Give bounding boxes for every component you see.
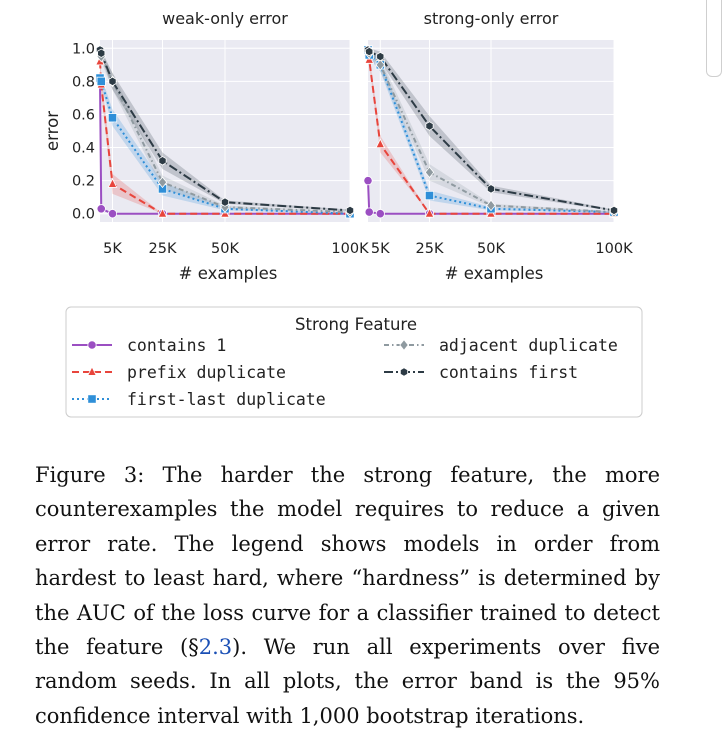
- legend-label: adjacent duplicate: [439, 336, 618, 355]
- x-tick-label: 100K: [331, 241, 369, 257]
- legend-label: contains 1: [127, 336, 226, 355]
- data-point-prefix-duplicate: [107, 178, 118, 188]
- weak-only-error-plot: weak-only error 5K 25K 50K 100K # examples 0.0…: [43, 9, 369, 283]
- caption-label: Figure 3:: [35, 463, 145, 487]
- data-point-adjacent-duplicate: [220, 201, 230, 213]
- data-point-adjacent-duplicate: [424, 166, 435, 179]
- data-point-prefix-duplicate: [157, 207, 168, 218]
- data-point-adjacent-duplicate: [157, 176, 168, 189]
- series-line-first-last-duplicate: [99, 77, 351, 215]
- legend-label: first-last duplicate: [127, 390, 326, 409]
- legend-frame: [65, 306, 643, 418]
- data-point-prefix-duplicate: [375, 138, 386, 149]
- x-tick-label: 50K: [477, 241, 505, 257]
- data-point-adjacent-duplicate: [486, 199, 496, 212]
- y-tick-label: 0.2: [72, 174, 95, 190]
- caption-text-start: The harder the strong feature, the more …: [35, 463, 660, 660]
- data-point-contains-first: [158, 156, 167, 166]
- data-point-first-last-duplicate: [107, 113, 118, 123]
- legend-label: prefix duplicate: [127, 363, 286, 382]
- section-reference-link[interactable]: 2.3: [198, 635, 233, 660]
- data-point-contains-1: [96, 204, 106, 214]
- strong-only-error-plot: strong-only error 5K 25K 50K 100K # examples: [363, 9, 633, 283]
- x-tick-label: 5K: [371, 241, 390, 257]
- data-point-contains-first: [425, 121, 434, 131]
- data-point-contains-first: [108, 76, 117, 87]
- legend-label: contains first: [439, 363, 578, 382]
- x-tick-label: 100K: [595, 241, 633, 257]
- legend-item-contains-1: contains 1: [72, 336, 226, 355]
- legend-marker: [399, 339, 409, 351]
- legend-item-adjacent-duplicate: adjacent duplicate: [384, 336, 618, 355]
- data-point-contains-first: [609, 205, 619, 216]
- y-axis-label: error: [43, 111, 62, 151]
- legend-item-prefix-duplicate: prefix duplicate: [72, 363, 286, 382]
- scrollbar-tab[interactable]: [706, 0, 722, 77]
- y-tick-label: 0.0: [72, 207, 95, 223]
- y-tick-label: 0.6: [72, 107, 95, 123]
- x-tick-label: 50K: [211, 241, 239, 257]
- figure-caption: Figure 3: The harder the strong feature,…: [35, 458, 660, 733]
- data-point-contains-first: [345, 205, 355, 216]
- data-point-contains-1: [375, 209, 385, 219]
- figure: weak-only error 5K 25K 50K 100K # examples 0.0…: [43, 9, 643, 418]
- data-point-contains-1: [364, 207, 374, 217]
- plot-title: weak-only error: [162, 9, 288, 28]
- data-point-contains-first: [97, 48, 106, 58]
- confidence-band-prefix-duplicate: [100, 54, 350, 214]
- data-point-contains-1: [107, 209, 118, 219]
- caption-text-end: ). We run all experiments over five rand…: [35, 635, 660, 728]
- y-tick-label: 0.8: [72, 74, 95, 90]
- legend: Strong Feature contains 1 prefix duplicat…: [65, 306, 643, 418]
- data-point-contains-first: [365, 46, 374, 57]
- data-point-contains-first: [376, 51, 385, 62]
- legend-marker: [87, 366, 97, 376]
- legend-marker: [399, 367, 409, 377]
- y-tick-label: 0.4: [72, 141, 95, 157]
- data-point-adjacent-duplicate: [375, 58, 386, 71]
- legend-title: Strong Feature: [295, 315, 417, 334]
- x-tick-label: 5K: [103, 241, 122, 257]
- data-point-first-last-duplicate: [96, 76, 106, 86]
- legend-item-first-last-duplicate: first-last duplicate: [72, 390, 326, 409]
- y-tick-label: 1.0: [72, 41, 95, 57]
- legend-marker: [87, 340, 97, 350]
- legend-marker: [87, 394, 97, 404]
- data-point-prefix-duplicate: [424, 207, 435, 218]
- legend-item-contains-first: contains first: [384, 363, 578, 382]
- data-point-contains-1: [363, 176, 373, 186]
- data-point-first-last-duplicate: [424, 190, 435, 201]
- series-line-prefix-duplicate: [99, 61, 350, 215]
- x-tick-label: 25K: [149, 241, 177, 257]
- data-point-contains-first: [220, 197, 230, 207]
- plot-title: strong-only error: [424, 9, 559, 28]
- data-point-contains-first: [486, 184, 496, 194]
- x-tick-label: 25K: [416, 241, 444, 257]
- x-axis-label: # examples: [445, 264, 544, 283]
- x-axis-label: # examples: [179, 264, 278, 283]
